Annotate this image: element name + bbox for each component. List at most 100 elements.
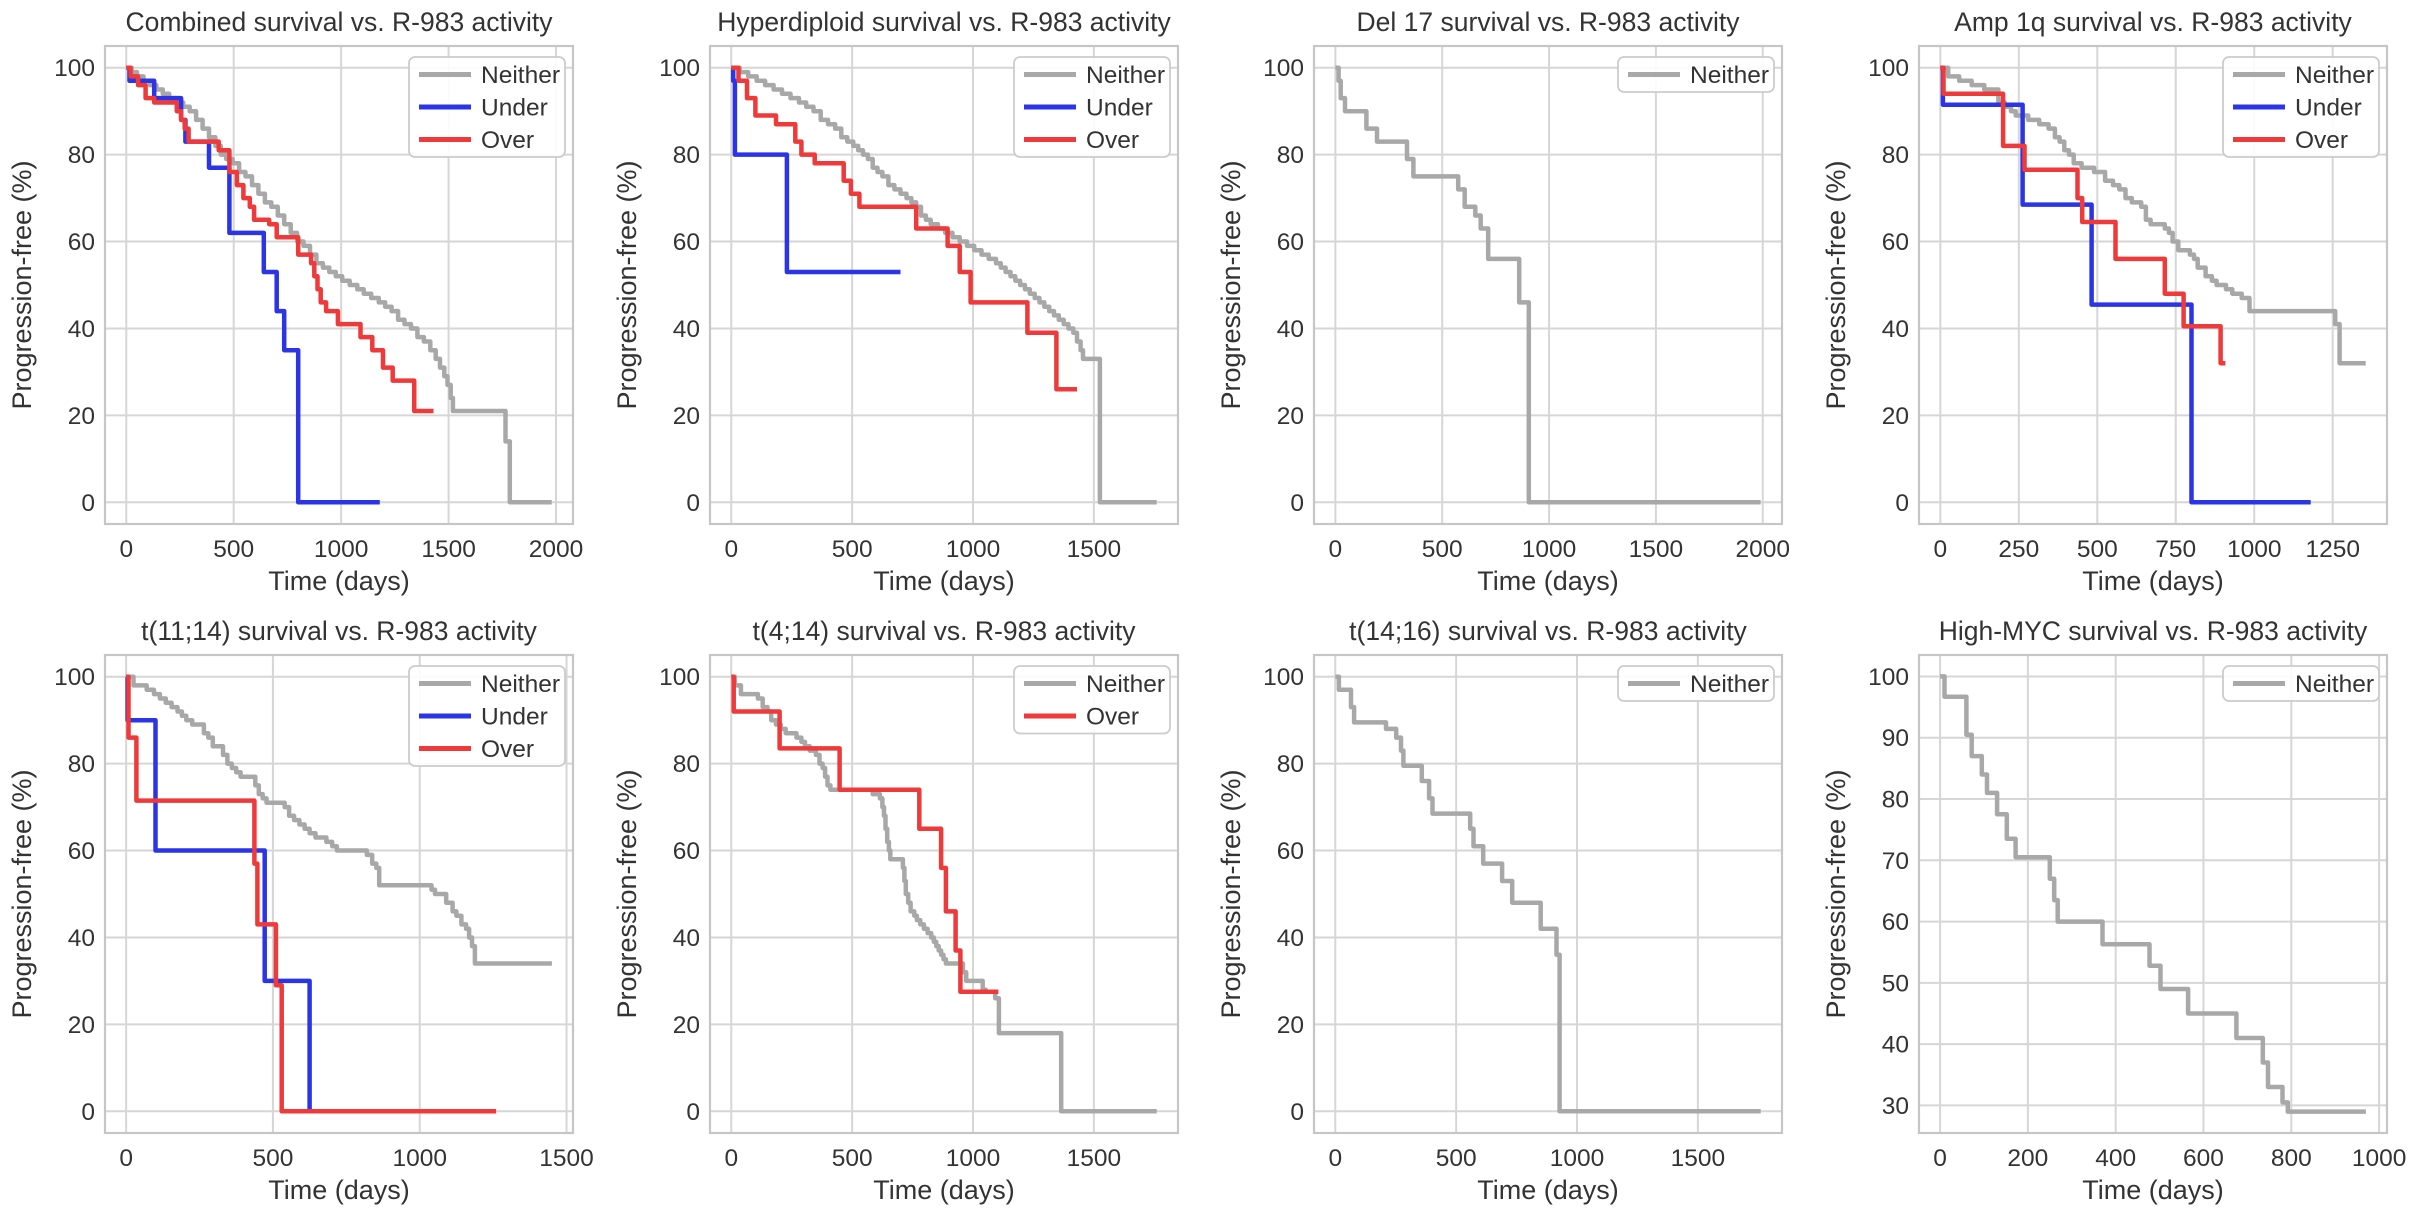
y-axis-label: Progression-free (%) bbox=[7, 769, 37, 1018]
plot-area-border bbox=[103, 653, 575, 1135]
survival-curve-neither bbox=[126, 65, 552, 505]
subplot-del17: 0 500 1000 1500 2000 0 20 40 60 80 100 Del 17 survi… bbox=[1209, 0, 1814, 609]
plot-title: High-MYC survival vs. R-983 activity bbox=[1938, 616, 2367, 646]
survival-curve-under bbox=[125, 674, 344, 1114]
y-tick-label: 80 bbox=[1277, 142, 1304, 169]
y-tick-label: 50 bbox=[1881, 970, 1908, 997]
chart-svg-amp1q: 0 250 500 750 1000 1250 0 20 40 60 80 100 Amp 1q sur… bbox=[1821, 7, 2388, 596]
plot-title: t(4;14) survival vs. R-983 activity bbox=[752, 616, 1136, 646]
legend-label-neither: Neither bbox=[481, 62, 560, 89]
x-tick-label: 1000 bbox=[945, 1145, 1000, 1172]
x-axis-label: Time (days) bbox=[873, 1175, 1015, 1205]
legend-box bbox=[2221, 665, 2380, 702]
legend-label-neither: Neither bbox=[481, 671, 560, 698]
chart-svg-hyperdiploid: 0 500 1000 1500 0 20 40 60 80 100 Hyperdiploid sur… bbox=[612, 7, 1179, 596]
x-tick-label: 2000 bbox=[529, 536, 584, 563]
y-tick-label: 60 bbox=[1277, 229, 1304, 256]
legend-box bbox=[1617, 665, 1775, 702]
y-axis-label: Progression-free (%) bbox=[1216, 769, 1246, 1018]
y-tick-label: 40 bbox=[68, 316, 95, 343]
x-tick-label: 0 bbox=[724, 536, 738, 563]
x-tick-label: 400 bbox=[2095, 1145, 2136, 1172]
y-tick-label: 60 bbox=[68, 838, 95, 865]
y-tick-label: 100 bbox=[659, 664, 700, 691]
chart-svg-t14-16: 0 500 1000 1500 0 20 40 60 80 100 t(14;16) surviva… bbox=[1216, 616, 1784, 1205]
y-tick-label: 80 bbox=[672, 142, 699, 169]
legend-box bbox=[1012, 56, 1171, 158]
subplot-high-myc: 0 200 400 600 800 1000 30 40 50 60 70 80 90 100 High-M… bbox=[1814, 609, 2418, 1218]
y-tick-label: 80 bbox=[1881, 142, 1908, 169]
x-axis-label: Time (days) bbox=[2082, 566, 2224, 596]
x-tick-label: 0 bbox=[1328, 1145, 1342, 1172]
legend-label-under: Under bbox=[1086, 95, 1153, 122]
legend-label-neither: Neither bbox=[1690, 671, 1769, 698]
plot-area-border bbox=[708, 653, 1179, 1135]
x-axis-label: Time (days) bbox=[2082, 1175, 2224, 1205]
y-tick-label: 20 bbox=[1277, 1012, 1304, 1039]
survival-curve-neither bbox=[126, 674, 552, 966]
y-tick-label: 90 bbox=[1881, 725, 1908, 752]
y-tick-label: 40 bbox=[1881, 1032, 1908, 1059]
y-axis-label: Progression-free (%) bbox=[612, 769, 642, 1018]
y-tick-label: 30 bbox=[1881, 1093, 1908, 1120]
x-tick-label: 750 bbox=[2155, 536, 2196, 563]
survival-curve-neither bbox=[730, 674, 1157, 1114]
chart-svg-t11-14: 0 500 1000 1500 0 20 40 60 80 100 t(11;14) surviva… bbox=[7, 616, 594, 1205]
x-tick-label: 1000 bbox=[2226, 536, 2281, 563]
y-tick-label: 100 bbox=[659, 55, 700, 82]
legend-box bbox=[1617, 56, 1775, 93]
y-tick-label: 60 bbox=[1277, 838, 1304, 865]
x-tick-label: 1250 bbox=[2305, 536, 2360, 563]
y-tick-label: 40 bbox=[672, 925, 699, 952]
x-tick-label: 2000 bbox=[1736, 536, 1791, 563]
plot-title: Combined survival vs. R-983 activity bbox=[125, 7, 553, 37]
legend-label-over: Over bbox=[1086, 704, 1139, 731]
x-tick-label: 250 bbox=[1998, 536, 2039, 563]
plot-title: t(11;14) survival vs. R-983 activity bbox=[141, 616, 537, 646]
y-tick-label: 0 bbox=[686, 1099, 700, 1126]
legend-label-neither: Neither bbox=[1086, 671, 1165, 698]
y-tick-label: 60 bbox=[672, 838, 699, 865]
y-tick-label: 80 bbox=[672, 751, 699, 778]
survival-curve-over bbox=[730, 674, 998, 995]
x-tick-label: 0 bbox=[119, 1145, 133, 1172]
legend-label-neither: Neither bbox=[1086, 62, 1165, 89]
x-tick-label: 0 bbox=[1933, 536, 1947, 563]
y-tick-label: 0 bbox=[1290, 490, 1304, 517]
y-tick-label: 20 bbox=[1277, 403, 1304, 430]
survival-curve-neither bbox=[730, 65, 1157, 505]
y-tick-label: 100 bbox=[1263, 664, 1304, 691]
x-tick-label: 1000 bbox=[945, 536, 1000, 563]
legend-label-neither: Neither bbox=[2295, 671, 2374, 698]
x-tick-label: 1500 bbox=[1066, 1145, 1121, 1172]
y-tick-label: 0 bbox=[1290, 1099, 1304, 1126]
y-tick-label: 100 bbox=[1868, 664, 1909, 691]
y-tick-label: 80 bbox=[68, 142, 95, 169]
subplot-amp1q: 0 250 500 750 1000 1250 0 20 40 60 80 100 Amp 1q sur… bbox=[1814, 0, 2418, 609]
y-tick-label: 20 bbox=[672, 1012, 699, 1039]
survival-curve-over bbox=[126, 674, 497, 1114]
y-tick-label: 60 bbox=[1881, 909, 1908, 936]
y-tick-label: 100 bbox=[54, 664, 95, 691]
legend-label-under: Under bbox=[2295, 95, 2362, 122]
legend-label-over: Over bbox=[2295, 127, 2348, 154]
x-tick-label: 1000 bbox=[2351, 1145, 2406, 1172]
y-tick-label: 0 bbox=[81, 1099, 95, 1126]
plot-area-border bbox=[708, 44, 1179, 526]
y-tick-label: 80 bbox=[1277, 751, 1304, 778]
x-tick-label: 500 bbox=[1436, 1145, 1477, 1172]
y-tick-label: 80 bbox=[68, 751, 95, 778]
x-tick-label: 1000 bbox=[1522, 536, 1577, 563]
x-tick-label: 0 bbox=[119, 536, 133, 563]
plot-area-border bbox=[1917, 44, 2388, 526]
y-tick-label: 40 bbox=[1277, 925, 1304, 952]
y-tick-label: 60 bbox=[68, 229, 95, 256]
y-tick-label: 100 bbox=[54, 55, 95, 82]
x-tick-label: 1500 bbox=[1066, 536, 1121, 563]
legend-label-over: Over bbox=[481, 127, 534, 154]
x-tick-label: 800 bbox=[2270, 1145, 2311, 1172]
legend-label-over: Over bbox=[481, 736, 534, 763]
x-tick-label: 1500 bbox=[1671, 1145, 1726, 1172]
plot-title: Amp 1q survival vs. R-983 activity bbox=[1954, 7, 2352, 37]
